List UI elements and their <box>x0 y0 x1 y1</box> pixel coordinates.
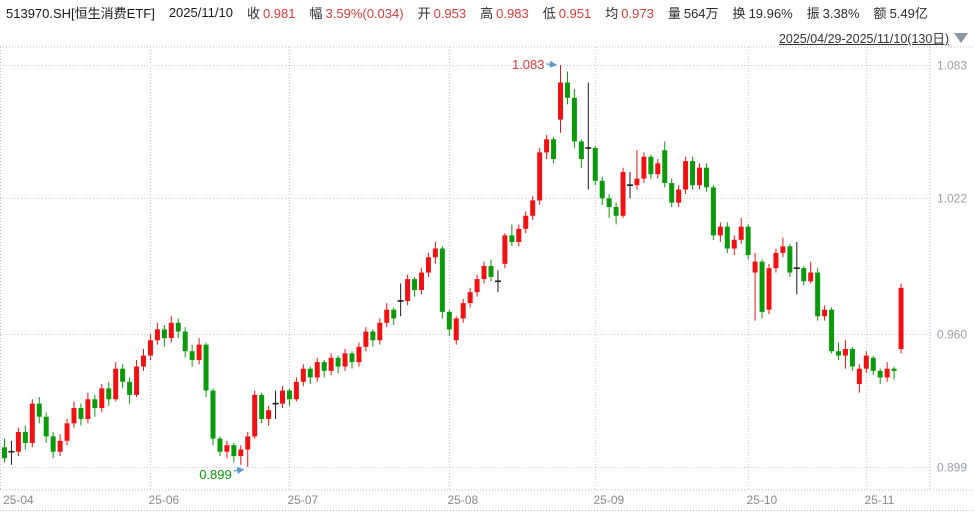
date-range-text[interactable]: 2025/04/29-2025/11/10(130日) <box>778 32 949 46</box>
svg-text:25-06: 25-06 <box>149 493 180 507</box>
symbol-title: 513970.SH[恒生消费ETF] <box>6 6 155 21</box>
stat-amount: 额 5.49亿 <box>873 6 928 21</box>
svg-text:25-10: 25-10 <box>747 493 778 507</box>
stat-avg: 均 0.973 <box>605 6 654 21</box>
quote-date: 2025/11/10 <box>168 5 233 20</box>
stat-open: 开 0.953 <box>417 6 467 21</box>
stat-change: 幅 3.59%(0.034) <box>309 6 404 21</box>
stat-high-value: 0.983 <box>496 6 529 21</box>
stat-volume-value: 564万 <box>683 6 719 21</box>
svg-text:25-09: 25-09 <box>594 493 625 507</box>
svg-text:0.899: 0.899 <box>199 467 232 482</box>
svg-text:1.083: 1.083 <box>937 59 967 73</box>
stat-amount-value: 5.49亿 <box>889 6 928 21</box>
stat-amplitude-value: 3.38% <box>822 6 860 21</box>
quote-header: 513970.SH[恒生消费ETF] 2025/11/10 收 0.981 幅 3.… <box>6 3 945 22</box>
stat-volume: 量 564万 <box>667 6 719 21</box>
stat-amplitude: 振 3.38% <box>806 6 860 21</box>
date-range-selector[interactable]: 2025/04/29-2025/11/10(130日) <box>779 28 968 47</box>
svg-text:1.022: 1.022 <box>937 192 967 206</box>
svg-text:25-11: 25-11 <box>865 493 895 507</box>
stat-high: 高 0.983 <box>480 6 529 21</box>
stat-low: 低 0.951 <box>542 6 592 21</box>
stat-avg-value: 0.973 <box>621 6 654 21</box>
triangle-down-icon[interactable] <box>954 32 968 43</box>
stat-close: 收 0.981 <box>246 6 296 21</box>
svg-text:25-04: 25-04 <box>3 493 34 507</box>
svg-text:0.899: 0.899 <box>937 461 967 475</box>
stat-change-value: 3.59%(0.034) <box>325 6 404 21</box>
svg-text:25-08: 25-08 <box>448 493 479 507</box>
svg-text:25-07: 25-07 <box>288 493 319 507</box>
stat-close-value: 0.981 <box>262 6 296 21</box>
stat-open-value: 0.953 <box>433 6 467 21</box>
stat-turnover: 换 19.96% <box>732 6 793 21</box>
svg-text:1.083: 1.083 <box>512 57 545 72</box>
svg-text:0.960: 0.960 <box>937 328 967 342</box>
stat-low-value: 0.951 <box>558 6 592 21</box>
stat-turnover-value: 19.96% <box>748 6 793 21</box>
